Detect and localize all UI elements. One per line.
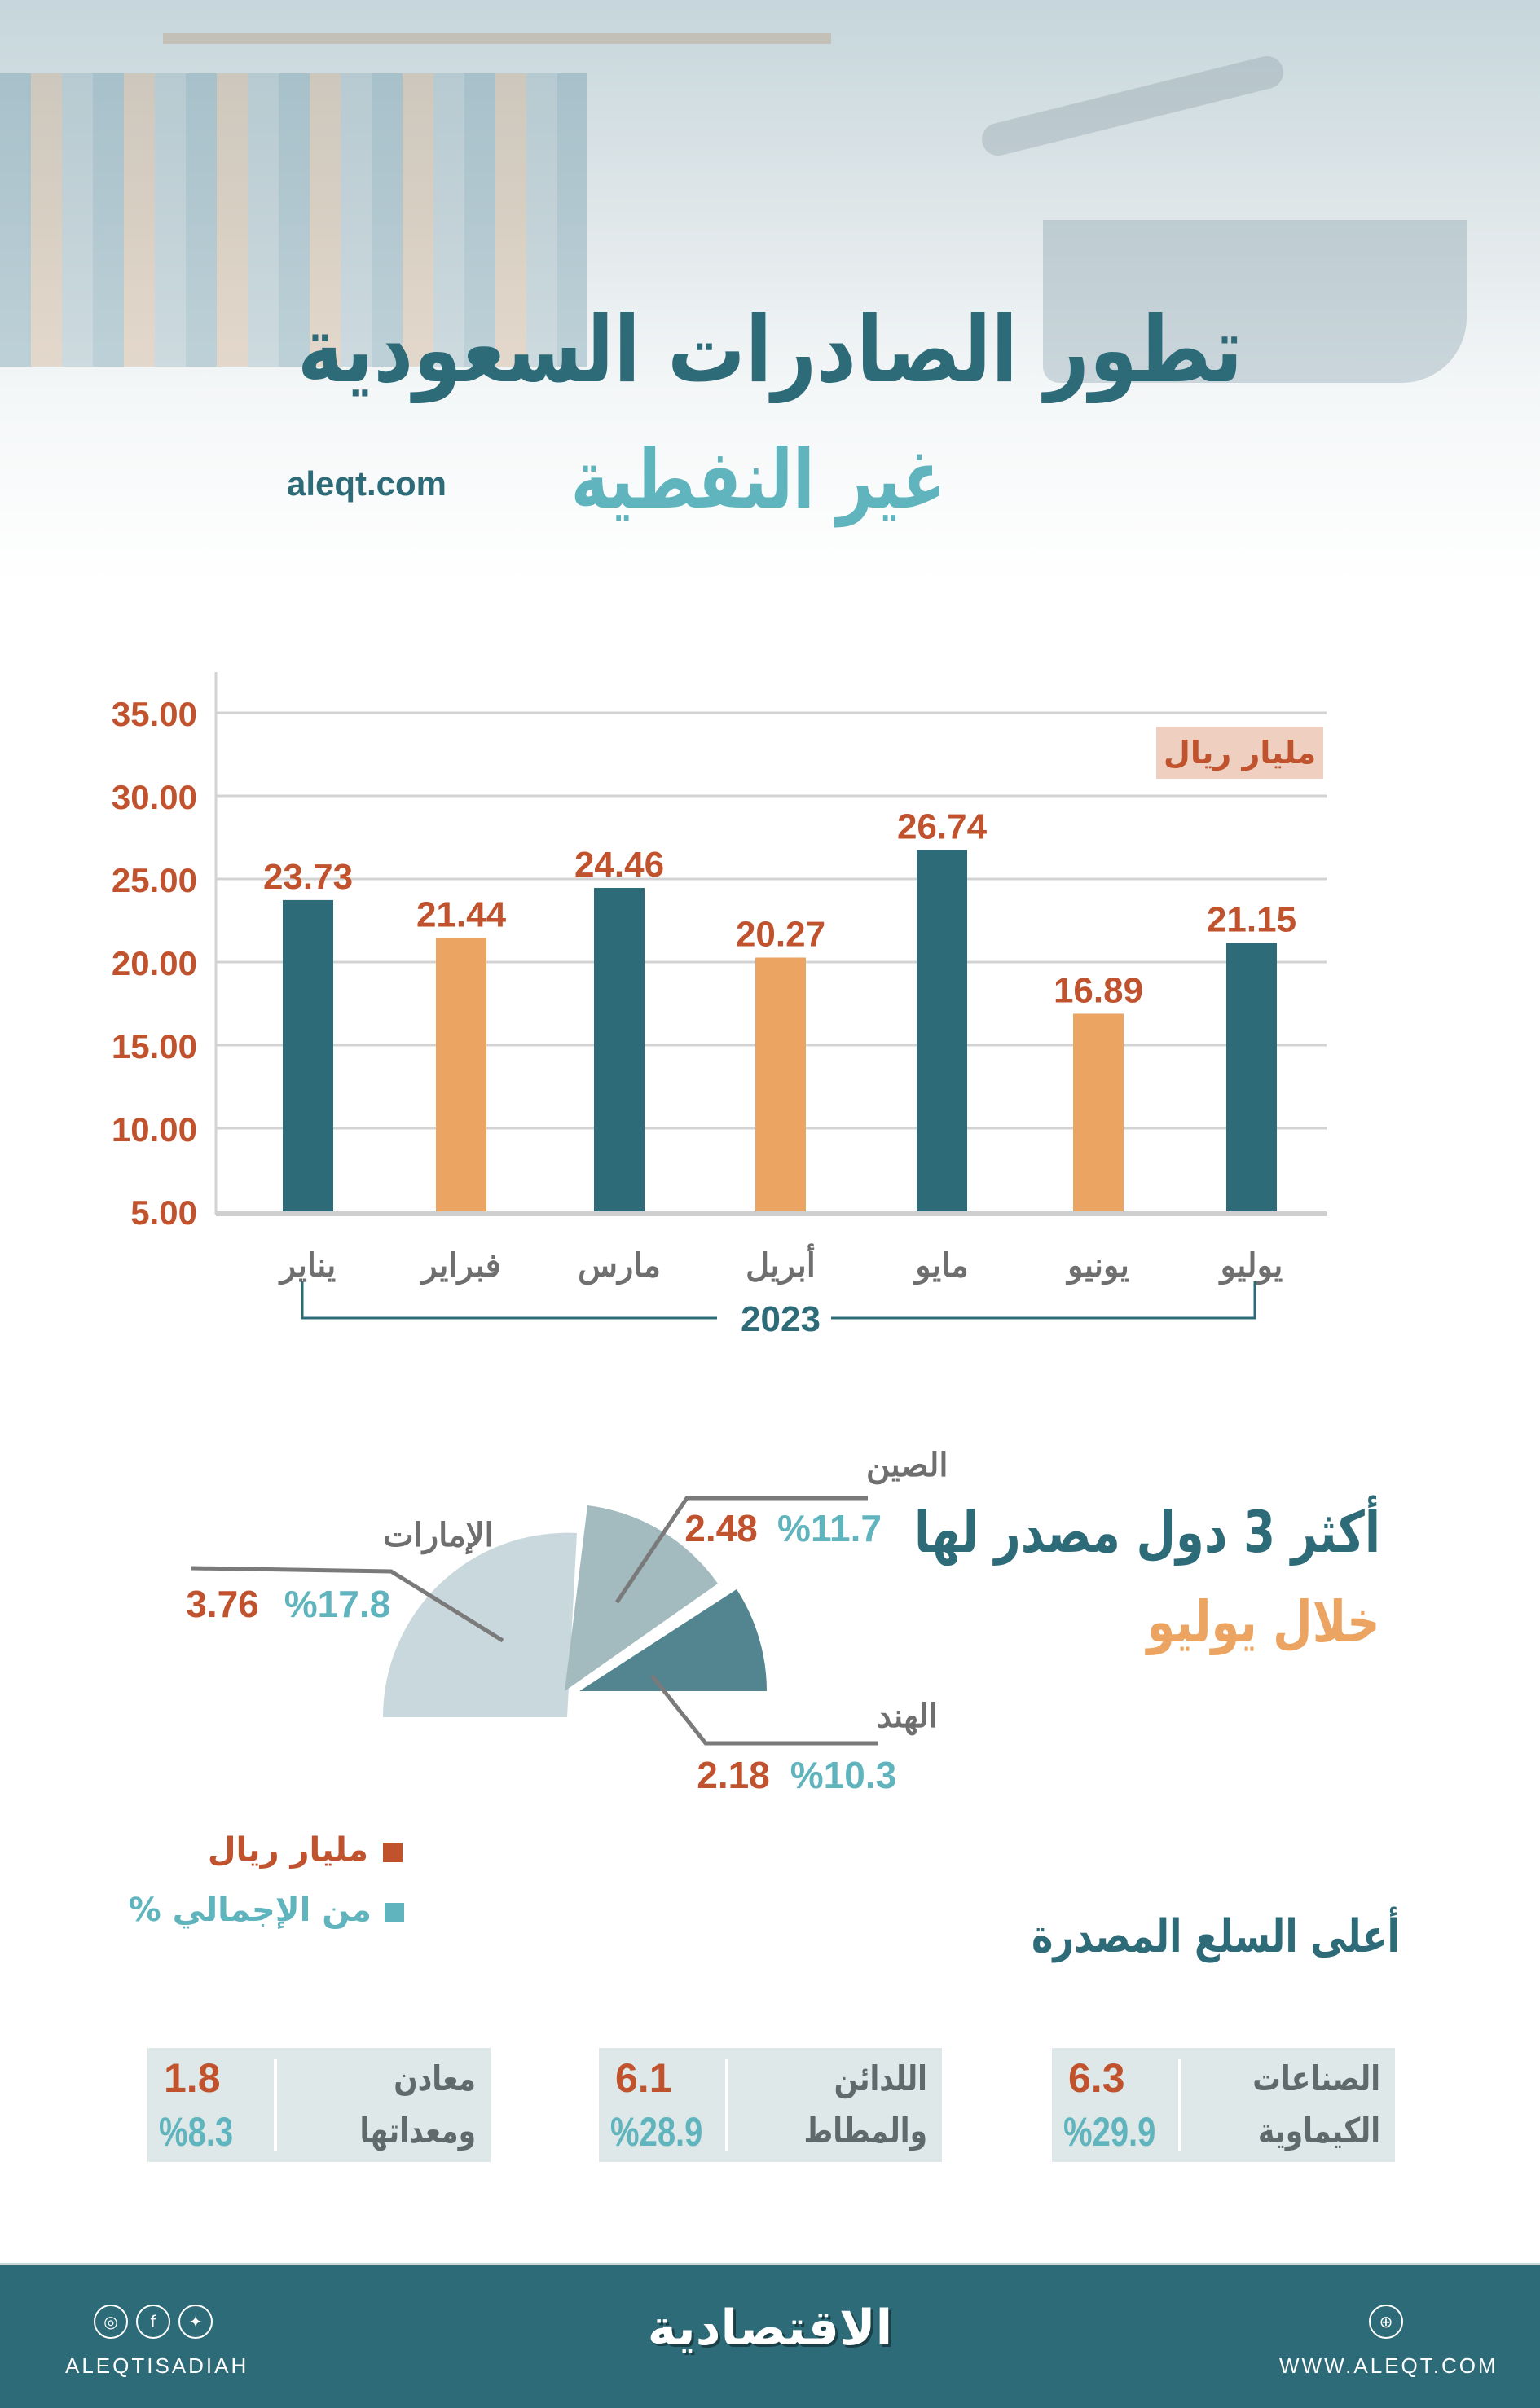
divider xyxy=(725,2059,728,2151)
x-tick-label: مارس xyxy=(578,1248,661,1285)
facebook-icon[interactable]: f xyxy=(136,2305,170,2339)
x-tick-label: أبريل xyxy=(746,1242,816,1285)
leader-line xyxy=(650,1674,878,1746)
bar xyxy=(917,850,967,1211)
globe-icon[interactable]: ⊕ xyxy=(1369,2305,1403,2339)
slice-label: الهند xyxy=(877,1698,938,1736)
x-tick-label: يناير xyxy=(278,1248,337,1285)
divider xyxy=(274,2059,277,2151)
social-icons: ◎ f ✦ xyxy=(94,2305,213,2339)
y-tick-label: 35.00 xyxy=(112,695,197,733)
bar-value-label: 26.74 xyxy=(897,807,988,847)
commodity-card: الصناعات الكيماوية 6.3 %29.9 xyxy=(1052,2048,1395,2162)
unit-label: مليار ريال xyxy=(1156,727,1323,779)
slice-value: 2.18 xyxy=(697,1754,770,1796)
slice-value: 2.48 xyxy=(684,1507,758,1549)
crane-image xyxy=(163,33,831,44)
pie-title: أكثر 3 دول مصدر لها xyxy=(913,1499,1380,1566)
page-title: تطور الصادرات السعودية xyxy=(297,297,1243,403)
commodity-card: اللدائن والمطاط 6.1 %28.9 xyxy=(599,2048,942,2162)
leader-line xyxy=(191,1566,504,1643)
slice-value: 3.76 xyxy=(186,1583,259,1625)
site-link[interactable]: aleqt.com xyxy=(286,464,447,503)
y-tick-label: 30.00 xyxy=(112,778,197,816)
bar-value-label: 21.15 xyxy=(1207,900,1296,940)
commodity-percent: %28.9 xyxy=(610,2109,703,2155)
commodity-card: معادن ومعداتها 1.8 %8.3 xyxy=(147,2048,491,2162)
ship-image xyxy=(1043,220,1467,383)
legend-label-value: مليار ريال xyxy=(207,1831,368,1869)
legend-value: مليار ريال xyxy=(163,1831,407,1872)
legend-swatch-percent xyxy=(385,1903,404,1922)
slice-percent: %10.3 xyxy=(790,1754,896,1796)
footer: ◎ f ✦ ALEQTISADIAH الاقتصادية ⊕ WWW.ALEQ… xyxy=(0,2263,1540,2408)
commodity-value: 1.8 xyxy=(164,2055,221,2101)
bar-value-label: 21.44 xyxy=(416,895,507,935)
commodity-value: 6.1 xyxy=(615,2055,672,2101)
y-tick-label: 20.00 xyxy=(112,944,197,982)
y-tick-label: 10.00 xyxy=(112,1110,197,1149)
bar xyxy=(594,888,645,1211)
pie-subtitle: خلال يوليو xyxy=(1146,1588,1380,1655)
pie-slice xyxy=(579,1589,767,1691)
year-bracket-right xyxy=(831,1281,1256,1320)
x-tick-label: مايو xyxy=(913,1248,968,1285)
y-tick-label: 5.00 xyxy=(130,1193,197,1232)
bar xyxy=(436,938,486,1211)
slice-label: الإمارات xyxy=(383,1518,494,1555)
commodity-label: الصناعات الكيماوية xyxy=(1252,2059,1380,2151)
header-background xyxy=(0,0,1540,587)
bar xyxy=(755,957,806,1211)
instagram-icon[interactable]: ◎ xyxy=(94,2305,128,2339)
twitter-icon[interactable]: ✦ xyxy=(178,2305,213,2339)
legend-percent: من الإجمالي % xyxy=(122,1892,407,1932)
pie-slice xyxy=(565,1505,718,1691)
x-tick-label: يونيو xyxy=(1065,1248,1129,1285)
website-link[interactable]: WWW.ALEQT.COM xyxy=(1279,2353,1498,2378)
page-subtitle: غير النفطية xyxy=(570,432,946,527)
year-label: 2023 xyxy=(741,1299,821,1339)
slice-label: الصين xyxy=(866,1448,948,1485)
slice-percent: %17.8 xyxy=(284,1583,390,1625)
bar-value-label: 23.73 xyxy=(263,857,353,897)
x-tick-label: فبراير xyxy=(419,1248,501,1285)
legend-label-percent: من الإجمالي % xyxy=(128,1892,372,1929)
bar xyxy=(283,899,333,1211)
leader-line xyxy=(614,1496,868,1604)
x-tick-label: يوليو xyxy=(1218,1248,1283,1285)
commodities-title: أعلى السلع المصدرة xyxy=(1032,1910,1400,1963)
commodity-label: اللدائن والمطاط xyxy=(803,2059,927,2151)
bar-value-label: 24.46 xyxy=(574,845,664,885)
commodity-label: معادن ومعداتها xyxy=(359,2059,476,2151)
commodity-value: 6.3 xyxy=(1068,2055,1125,2101)
bar-value-label: 16.89 xyxy=(1054,970,1143,1010)
containers-image xyxy=(0,73,587,367)
divider xyxy=(1178,2059,1181,2151)
legend-swatch-value xyxy=(383,1843,403,1862)
bar xyxy=(1226,943,1277,1211)
y-tick-label: 15.00 xyxy=(112,1027,197,1066)
logo: الاقتصادية xyxy=(647,2300,893,2357)
bar xyxy=(1073,1013,1124,1211)
slice-percent: %11.7 xyxy=(777,1507,882,1549)
year-bracket-left xyxy=(301,1281,717,1320)
commodity-percent: %29.9 xyxy=(1063,2109,1156,2155)
pie-chart: الإمارات 3.76 %17.8 الصين 2.48 %11.7 الهند 2.18… xyxy=(186,1448,948,1796)
bar-value-label: 20.27 xyxy=(736,914,825,954)
commodity-percent: %8.3 xyxy=(159,2109,234,2155)
social-handle[interactable]: ALEQTISADIAH xyxy=(65,2353,249,2378)
y-tick-label: 25.00 xyxy=(112,861,197,899)
bar-chart: 5.00 10.00 15.00 20.00 25.00 30.00 35.00 23.73 ي… xyxy=(112,672,1327,1339)
